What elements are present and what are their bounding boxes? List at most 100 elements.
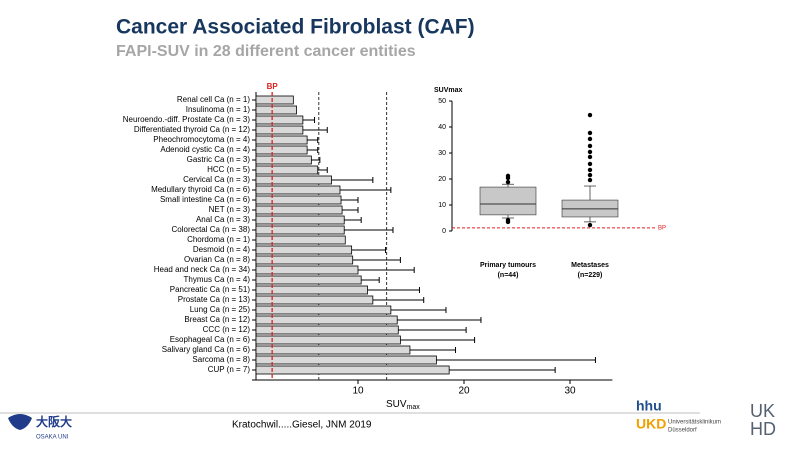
y-tick-label: 50 — [438, 98, 446, 105]
bar — [255, 145, 308, 155]
category-label: Lung Ca (n = 25) — [190, 305, 251, 314]
category-label: Gastric Ca (n = 3) — [187, 155, 251, 164]
category-label: Metastases — [571, 262, 609, 269]
category-label: Thymus Ca (n = 4) — [184, 275, 251, 284]
bar — [255, 315, 398, 325]
error-bar — [339, 187, 392, 193]
bar — [255, 345, 411, 355]
category-label: Head and neck Ca (n = 34) — [154, 265, 251, 274]
error-bar — [302, 127, 328, 133]
outlier — [587, 172, 593, 178]
category-label: Esophageal Ca (n = 6) — [170, 335, 251, 344]
error-bar — [342, 207, 359, 213]
bar — [255, 295, 374, 305]
bar — [255, 95, 294, 105]
error-bar — [436, 357, 596, 363]
error-bar — [344, 217, 362, 223]
bar — [255, 195, 342, 205]
error-bar — [341, 197, 359, 203]
reference-label: BP — [658, 225, 666, 231]
category-label: Sarcoma (n = 8) — [192, 355, 250, 364]
y-tick-label: 20 — [438, 176, 446, 183]
osaka-logo — [8, 414, 32, 430]
bar — [255, 115, 304, 125]
bar — [255, 335, 401, 345]
inset-frame — [430, 80, 665, 275]
error-bar — [372, 297, 425, 303]
outlier — [587, 161, 593, 167]
outlier — [505, 219, 511, 225]
category-label: Small intestine Ca (n = 6) — [160, 195, 250, 204]
bar — [255, 235, 346, 245]
y-tick-label: 0 — [442, 228, 446, 235]
bar — [255, 105, 297, 115]
bar — [255, 155, 312, 165]
category-label: Anal Ca (n = 3) — [196, 215, 250, 224]
bar — [255, 355, 437, 365]
osaka-logo-text: OSAKA UNI — [36, 435, 69, 441]
y-axis-label: SUVmax — [434, 87, 463, 94]
error-bar — [317, 167, 328, 173]
category-label: Cervical Ca (n = 3) — [183, 175, 250, 184]
bar — [255, 255, 354, 265]
category-label: Renal cell Ca (n = 1) — [177, 95, 250, 104]
bar — [255, 245, 353, 255]
y-tick-label: 30 — [438, 150, 446, 157]
category-label: Desmoid (n = 4) — [193, 245, 250, 254]
error-bar — [409, 347, 457, 353]
box — [479, 186, 537, 216]
y-tick-label: 10 — [438, 202, 446, 209]
x-tick-label: 20 — [458, 386, 470, 397]
ukd-logo-text: Universitätsklinikum — [668, 420, 721, 426]
outlier — [587, 143, 593, 149]
category-label: Differentiated thyroid Ca (n = 12) — [134, 125, 250, 134]
x-axis-label-main: SUV — [386, 399, 407, 410]
category-label: Ovarian Ca (n = 8) — [184, 255, 250, 264]
bar — [255, 305, 392, 315]
ukhd-logo: HD — [750, 419, 776, 439]
error-bar — [311, 157, 321, 163]
error-bar — [398, 327, 467, 333]
category-label: Neuroendo.-diff. Prostate Ca (n = 3) — [123, 115, 251, 124]
category-label: Chordoma (n = 1) — [187, 235, 250, 244]
y-tick-label: 40 — [438, 124, 446, 131]
category-label: CUP (n = 7) — [208, 365, 251, 374]
bar — [255, 365, 450, 375]
category-label: CCC (n = 12) — [203, 325, 251, 334]
outlier — [505, 175, 511, 181]
bar — [255, 125, 304, 135]
bar — [255, 325, 399, 335]
bar — [255, 175, 332, 185]
ukhd-logo: UK — [750, 401, 775, 421]
error-bar — [400, 337, 476, 343]
bar — [255, 205, 343, 215]
ukd-logo-text: Düsseldorf — [668, 428, 697, 434]
category-label: Salivary gland Ca (n = 6) — [162, 345, 251, 354]
bar — [255, 225, 345, 235]
error-bar — [449, 367, 556, 373]
citation: Kratochwil.....Giesel, JNM 2019 — [232, 420, 372, 431]
error-bar — [358, 267, 415, 273]
outlier — [587, 149, 593, 155]
outlier — [587, 154, 593, 160]
error-bar — [367, 287, 420, 293]
error-bar — [351, 247, 387, 253]
ukd-logo: UKD — [636, 416, 666, 432]
x-tick-label: 10 — [352, 386, 364, 397]
error-bar — [307, 137, 319, 143]
category-label: Breast Ca (n = 12) — [184, 315, 250, 324]
category-label: Pancreatic Ca (n = 51) — [170, 285, 251, 294]
error-bar — [361, 277, 380, 283]
category-label: Primary tumours — [480, 262, 536, 269]
outlier — [587, 130, 593, 136]
error-bar — [302, 117, 316, 123]
category-label: Colorectal Ca (n = 38) — [172, 225, 251, 234]
reference-label: BP — [267, 82, 279, 91]
error-bar — [344, 227, 394, 233]
x-axis-label: SUVmax — [386, 399, 420, 411]
category-label: Pheochromocytoma (n = 4) — [153, 135, 250, 144]
bar — [255, 185, 341, 195]
category-label: Prostate Ca (n = 13) — [178, 295, 251, 304]
hhu-logo: hhu — [636, 398, 662, 414]
